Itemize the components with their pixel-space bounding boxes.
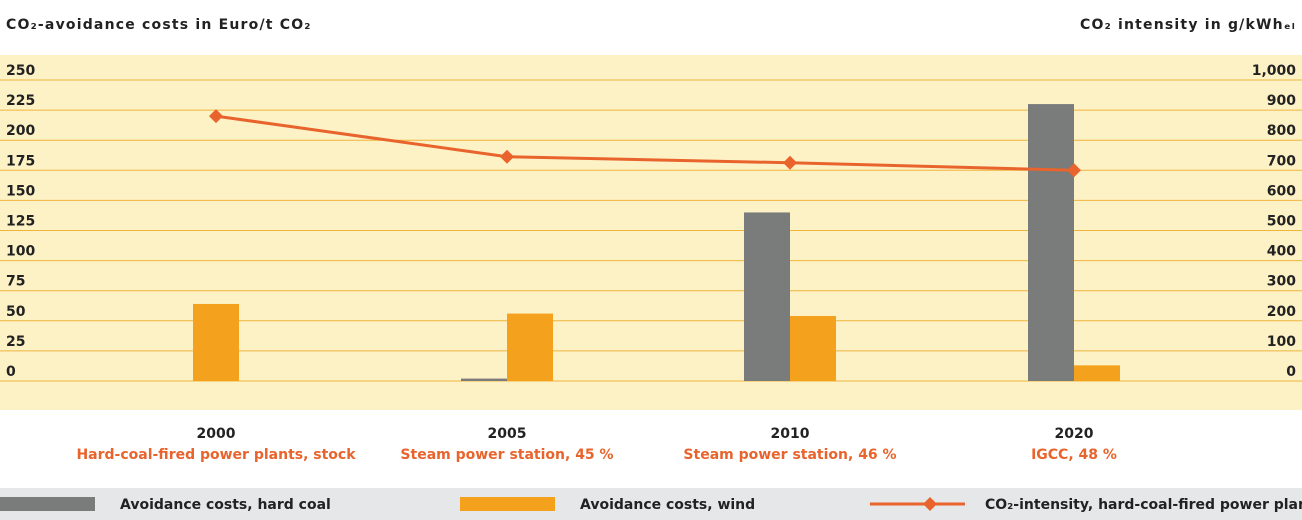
bar [744,212,790,381]
y-tick-label: 200 [6,123,35,139]
y2-tick-label: 0 [1286,364,1296,380]
line [215,114,1075,172]
x-tick-label: 2005 [488,426,527,442]
x-sub-label: Steam power station, 45 % [400,447,613,463]
y2-tick-label: 400 [1267,244,1296,260]
bar [193,303,239,381]
right-axis-title: CO₂ intensity in g/kWhₑₗ [1080,17,1296,33]
bar [507,313,553,381]
y-tick-label: 150 [6,183,35,199]
y-tick-label: 100 [6,244,35,260]
line-marker [783,155,797,170]
bar [1028,104,1074,381]
y-tick-label: 225 [6,93,35,109]
legend-swatch [460,497,555,511]
y2-tick-label: 600 [1267,183,1296,199]
line-marker [209,109,223,124]
legend-marker [923,497,937,511]
y2-tick-label: 100 [1267,334,1296,350]
y-tick-label: 125 [6,214,35,230]
legend-label: Avoidance costs, hard coal [120,497,331,513]
y-tick-label: 0 [6,364,16,380]
y2-tick-label: 500 [1267,214,1296,230]
y2-tick-label: 700 [1267,153,1296,169]
bar [790,315,836,381]
y-tick-label: 50 [6,304,26,320]
y-tick-label: 25 [6,334,25,350]
legend-label: CO₂-intensity, hard-coal-fired power pla… [985,497,1302,513]
x-sub-label: Steam power station, 46 % [683,447,896,463]
x-tick-label: 2020 [1055,426,1094,442]
line-marker [500,149,514,164]
y2-tick-label: 900 [1267,93,1296,109]
left-axis-title: CO₂-avoidance costs in Euro/t CO₂ [6,17,312,33]
x-sub-label: IGCC, 48 % [1031,447,1117,463]
x-tick-label: 2010 [771,426,810,442]
y-tick-label: 175 [6,153,35,169]
legend-background [0,488,1302,520]
y2-tick-label: 300 [1267,274,1296,290]
bar [461,378,507,381]
bar [1074,365,1120,381]
x-sub-label: Hard-coal-fired power plants, stock [76,447,356,463]
y2-tick-label: 800 [1267,123,1296,139]
y-tick-label: 75 [6,274,25,290]
y2-tick-label: 200 [1267,304,1296,320]
legend-label: Avoidance costs, wind [580,497,755,513]
y2-tick-label: 1,000 [1252,63,1297,79]
legend-swatch [0,497,95,511]
line-marker [1067,163,1081,178]
y-tick-label: 250 [6,63,35,79]
x-tick-label: 2000 [197,426,236,442]
